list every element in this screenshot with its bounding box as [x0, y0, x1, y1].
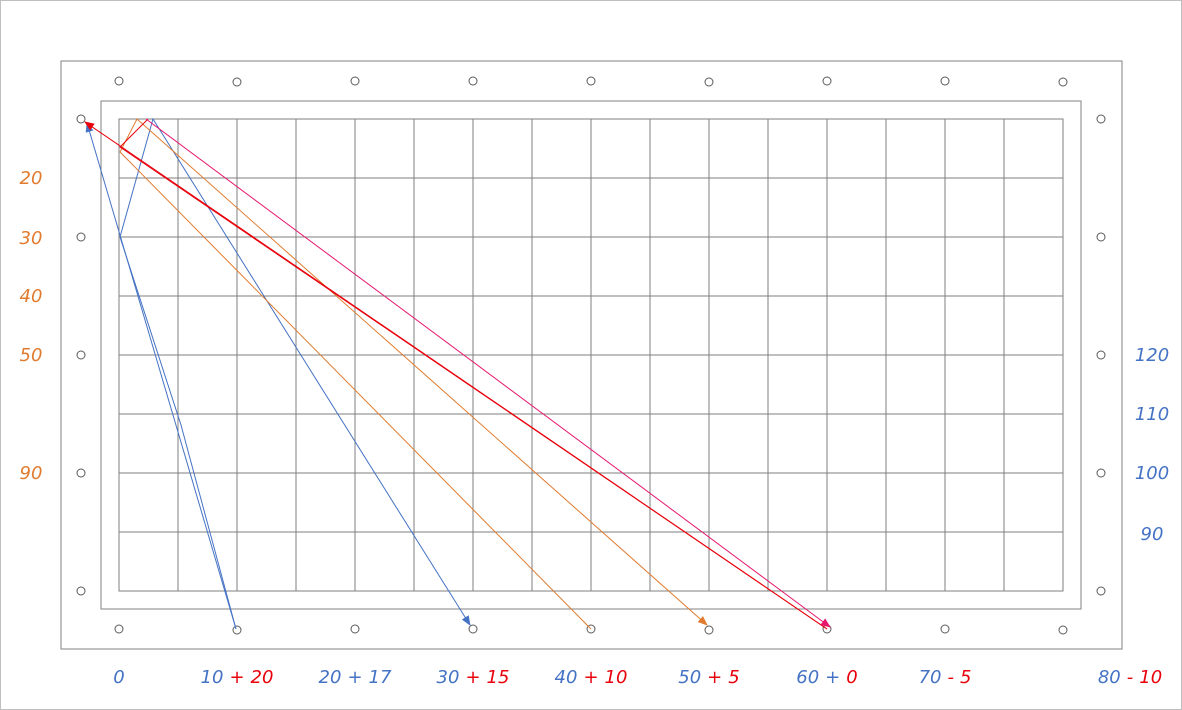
- magenta-path: [145, 118, 831, 628]
- bottom-label-offset: 10: [1139, 667, 1162, 688]
- diamond-marker: [76, 114, 86, 124]
- left-label: 20: [20, 168, 43, 189]
- left-diamond-labels: 20 30 40 50 90: [20, 168, 43, 484]
- bottom-label: 30 +15: [437, 667, 510, 688]
- diamond-marker: [350, 76, 360, 86]
- bottom-label: 50 +5: [678, 667, 739, 688]
- left-label: 90: [20, 463, 43, 484]
- bottom-label-op: +: [583, 667, 598, 688]
- bottom-label-base: 80: [1098, 667, 1121, 688]
- diamond-marker: [468, 624, 478, 634]
- orange-path-40: [119, 118, 708, 630]
- diamond-marker: [1096, 586, 1106, 596]
- bottom-label-base: 50: [678, 667, 701, 688]
- diamond-marker: [76, 468, 86, 478]
- diamond-marker: [114, 624, 124, 634]
- diamond-marker: [1058, 77, 1068, 87]
- outer-rail: [60, 60, 1123, 650]
- right-diamond-labels: 120 110 100 90: [1135, 345, 1169, 545]
- bottom-label-base: 60: [796, 667, 819, 688]
- diamond-marker: [940, 76, 950, 86]
- diamond-marker: [1096, 468, 1106, 478]
- bottom-label: 80-10: [1098, 667, 1162, 688]
- bottom-label: 70-5: [919, 667, 972, 688]
- diamond-marker: [76, 232, 86, 242]
- bottom-label: 60 +0: [796, 667, 857, 688]
- diamond-marker: [822, 76, 832, 86]
- blue-path-10: [119, 117, 471, 630]
- bottom-label-op: -: [947, 667, 954, 688]
- bottom-label-op: -: [1127, 667, 1134, 688]
- right-label: 110: [1135, 404, 1169, 425]
- table-grid: [118, 118, 1064, 592]
- bottom-label-op: +: [229, 667, 244, 688]
- bottom-label-offset: 15: [487, 667, 510, 688]
- bottom-label: 20 +17: [319, 667, 392, 688]
- diamond-markers: [76, 76, 1106, 635]
- bottom-label: 0: [113, 667, 124, 688]
- bottom-label-offset: 17: [369, 667, 392, 688]
- red-return-line: [84, 121, 828, 630]
- left-label: 50: [20, 345, 43, 366]
- bottom-label: 10 +20: [201, 667, 274, 688]
- diamond-marker: [76, 586, 86, 596]
- diamond-marker: [1096, 232, 1106, 242]
- bottom-label-op: +: [465, 667, 480, 688]
- diamond-marker: [468, 76, 478, 86]
- right-label: 100: [1135, 463, 1169, 484]
- right-label: 120: [1135, 345, 1169, 366]
- bottom-label-op: +: [825, 667, 840, 688]
- diamond-marker: [704, 77, 714, 87]
- bottom-label: 40 +10: [555, 667, 628, 688]
- left-label: 30: [20, 228, 43, 249]
- blue-return-line: [85, 122, 237, 630]
- bottom-label-offset: 20: [251, 667, 274, 688]
- bottom-label-offset: 5: [960, 667, 971, 688]
- bottom-diamond-labels: 0 10 +20 20 +17 30 +15 40 +10 50 +5 60 +0 70-5…: [113, 667, 1162, 688]
- right-label: 90: [1141, 524, 1164, 545]
- diamond-marker: [1058, 625, 1068, 635]
- bottom-label-base: 70: [919, 667, 942, 688]
- bottom-label-offset: 0: [846, 667, 857, 688]
- trajectory-lines: [84, 117, 831, 630]
- diamond-marker: [232, 625, 242, 635]
- diamond-marker: [586, 76, 596, 86]
- diamond-marker: [232, 77, 242, 87]
- diamond-marker: [350, 624, 360, 634]
- bottom-label-offset: 10: [605, 667, 628, 688]
- diamond-marker: [76, 350, 86, 360]
- bottom-label-op: +: [707, 667, 722, 688]
- bottom-label-op: +: [347, 667, 362, 688]
- bottom-label-base: 10: [201, 667, 224, 688]
- bottom-label-base: 40: [555, 667, 578, 688]
- diamond-marker: [940, 624, 950, 634]
- bottom-label-base: 30: [437, 667, 460, 688]
- left-label: 40: [20, 286, 43, 307]
- diamond-marker: [1096, 350, 1106, 360]
- bottom-label-base: 20: [319, 667, 342, 688]
- bottom-label-offset: 5: [728, 667, 739, 688]
- diamond-marker: [114, 76, 124, 86]
- inner-cushion: [100, 100, 1082, 610]
- diamond-marker: [704, 625, 714, 635]
- bottom-label-base: 0: [113, 667, 124, 688]
- diamond-marker: [1096, 114, 1106, 124]
